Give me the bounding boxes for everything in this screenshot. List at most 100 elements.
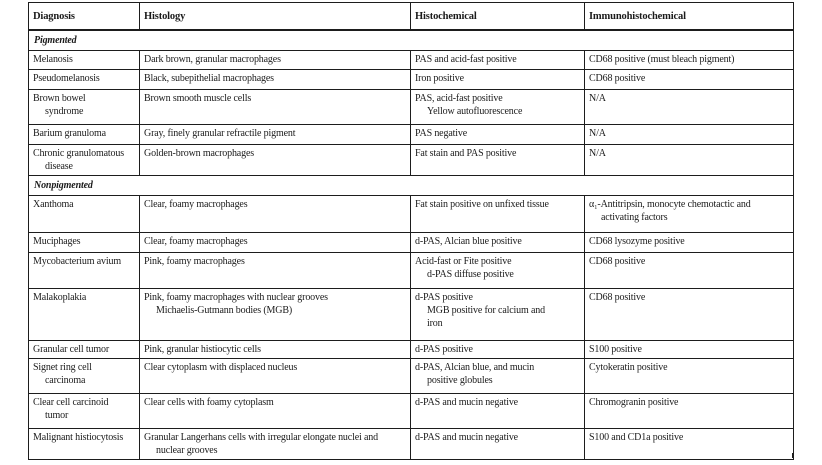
cell-histochemical: d-PAS, Alcian blue, and mucin positive gl… [410,358,585,394]
cell-line: PAS, acid-fast positive [415,93,503,104]
cell-immunohistochemical: α₁-Antitripsin, monocyte chemotactic and… [584,195,794,233]
cell-line: Signet ring cell [33,362,92,373]
column-header-histochemical: Histochemical [410,2,585,31]
cell-histology: Dark brown, granular macrophages [139,50,411,70]
cell-line: MGB positive for calcium and [427,305,545,316]
table-row: Barium granuloma Gray, finely granular re… [28,124,794,145]
cell-line: Xanthoma [33,199,74,210]
column-rule-tick [792,453,793,458]
cell-immunohistochemical: CD68 lysozyme positive [584,232,794,253]
cell-line: CD68 lysozyme positive [589,236,685,247]
cell-line: Muciphages [33,236,81,247]
cell-histology: Pink, foamy macrophages with nuclear gro… [139,288,411,341]
cell-line: Malignant histiocytosis [33,432,124,443]
table-row: Muciphages Clear, foamy macrophages d-PAS,… [28,232,794,253]
cell-line: carcinoma [45,375,86,386]
cell-line: Gray, finely granular refractile pigment [144,128,296,139]
cell-line: activating factors [601,212,668,223]
cell-histology: Granular Langerhans cells with irregular… [139,428,411,460]
cell-histochemical: PAS and acid-fast positive [410,50,585,70]
cell-line: tumor [45,410,69,421]
cell-histochemical: d-PAS positive MGB positive for calcium a… [410,288,585,341]
cell-line: Chronic granulomatous [33,148,125,159]
table-row: Pseudomelanosis Black, subepithelial macr… [28,69,794,90]
column-rule-tick [410,453,411,458]
cell-line: CD68 positive (must bleach pigment) [589,54,735,65]
cell-line: Melanosis [33,54,73,65]
cell-histology: Gray, finely granular refractile pigment [139,124,411,145]
cell-line: Michaelis-Gutmann bodies (MGB) [156,305,293,316]
cell-histology: Clear, foamy macrophages [139,232,411,253]
cell-diagnosis: Mycobacterium avium [28,252,140,289]
cell-diagnosis: Granular cell tumor [28,340,140,359]
table-row: Clear cell carcinoid tumor Clear cells wit… [28,393,794,429]
section-row: Pigmented [28,29,794,51]
cell-histochemical: Acid-fast or Fite positive d-PAS diffuse … [410,252,585,289]
cell-line: Acid-fast or Fite positive [415,256,512,267]
cell-line: Barium granuloma [33,128,106,139]
cell-histology: Clear cells with foamy cytoplasm [139,393,411,429]
cell-line: Pink, granular histiocytic cells [144,344,261,355]
cell-line: Cytokeratin positive [589,362,668,373]
cell-diagnosis: Brown bowel syndrome [28,89,140,125]
cell-line: CD68 positive [589,256,646,267]
cell-histochemical: d-PAS positive [410,340,585,359]
cell-histology: Golden-brown macrophages [139,144,411,176]
cell-histochemical: PAS negative [410,124,585,145]
table-row: Melanosis Dark brown, granular macrophage… [28,50,794,70]
cell-line: d-PAS and mucin negative [415,432,518,443]
cell-histochemical: Fat stain positive on unfixed tissue [410,195,585,233]
section-header-label: Nonpigmented [28,175,794,196]
cell-immunohistochemical: Chromogranin positive [584,393,794,429]
cell-immunohistochemical: Cytokeratin positive [584,358,794,394]
cell-line: Fat stain positive on unfixed tissue [415,199,549,210]
cell-line: Malakoplakia [33,292,87,303]
cell-diagnosis: Melanosis [28,50,140,70]
column-rule-tick [584,453,585,458]
cell-line: Fat stain and PAS positive [415,148,517,159]
cell-line: Iron positive [415,73,464,84]
cell-line: CD68 positive [589,73,646,84]
table-row: Xanthoma Clear, foamy macrophages Fat stai… [28,195,794,233]
cell-immunohistochemical: CD68 positive [584,69,794,90]
cell-immunohistochemical: S100 positive [584,340,794,359]
pathology-table: Diagnosis Histology Histochemical Immuno… [28,2,794,460]
cell-line: Clear cells with foamy cytoplasm [144,397,274,408]
cell-histology: Clear, foamy macrophages [139,195,411,233]
cell-line: Clear cell carcinoid [33,397,109,408]
cell-line: N/A [589,93,606,104]
cell-histology: Pink, foamy macrophages [139,252,411,289]
cell-immunohistochemical: CD68 positive [584,288,794,341]
cell-diagnosis: Barium granuloma [28,124,140,145]
cell-histology: Black, subepithelial macrophages [139,69,411,90]
cell-line: Mycobacterium avium [33,256,121,267]
cell-immunohistochemical: CD68 positive (must bleach pigment) [584,50,794,70]
cell-line: disease [45,161,73,172]
cell-diagnosis: Clear cell carcinoid tumor [28,393,140,429]
table-header-row: Diagnosis Histology Histochemical Immuno… [28,2,794,31]
cell-line: Brown smooth muscle cells [144,93,252,104]
cell-line: iron [427,318,443,329]
cell-line: S100 and CD1a positive [589,432,684,443]
cell-immunohistochemical: S100 and CD1a positive [584,428,794,460]
cell-diagnosis: Xanthoma [28,195,140,233]
cell-line: Dark brown, granular macrophages [144,54,281,65]
cell-line: Chromogranin positive [589,397,679,408]
cell-diagnosis: Chronic granulomatous disease [28,144,140,176]
table-row: Granular cell tumor Pink, granular histio… [28,340,794,359]
cell-line: N/A [589,128,606,139]
cell-histochemical: Fat stain and PAS positive [410,144,585,176]
section-row: Nonpigmented [28,175,794,196]
cell-line: PAS negative [415,128,467,139]
cell-histochemical: Iron positive [410,69,585,90]
table-body: Pigmented Melanosis Dark brown, granular m… [28,29,794,460]
column-header-immunohistochemical: Immunohistochemical [584,2,794,31]
cell-diagnosis: Malignant histiocytosis [28,428,140,460]
column-rule-tick [139,453,140,458]
table-row: Signet ring cell carcinoma Clear cytoplasm… [28,358,794,394]
cell-line: Black, subepithelial macrophages [144,73,274,84]
cell-line: d-PAS, Alcian blue positive [415,236,522,247]
cell-line: Pseudomelanosis [33,73,100,84]
cell-histology: Brown smooth muscle cells [139,89,411,125]
